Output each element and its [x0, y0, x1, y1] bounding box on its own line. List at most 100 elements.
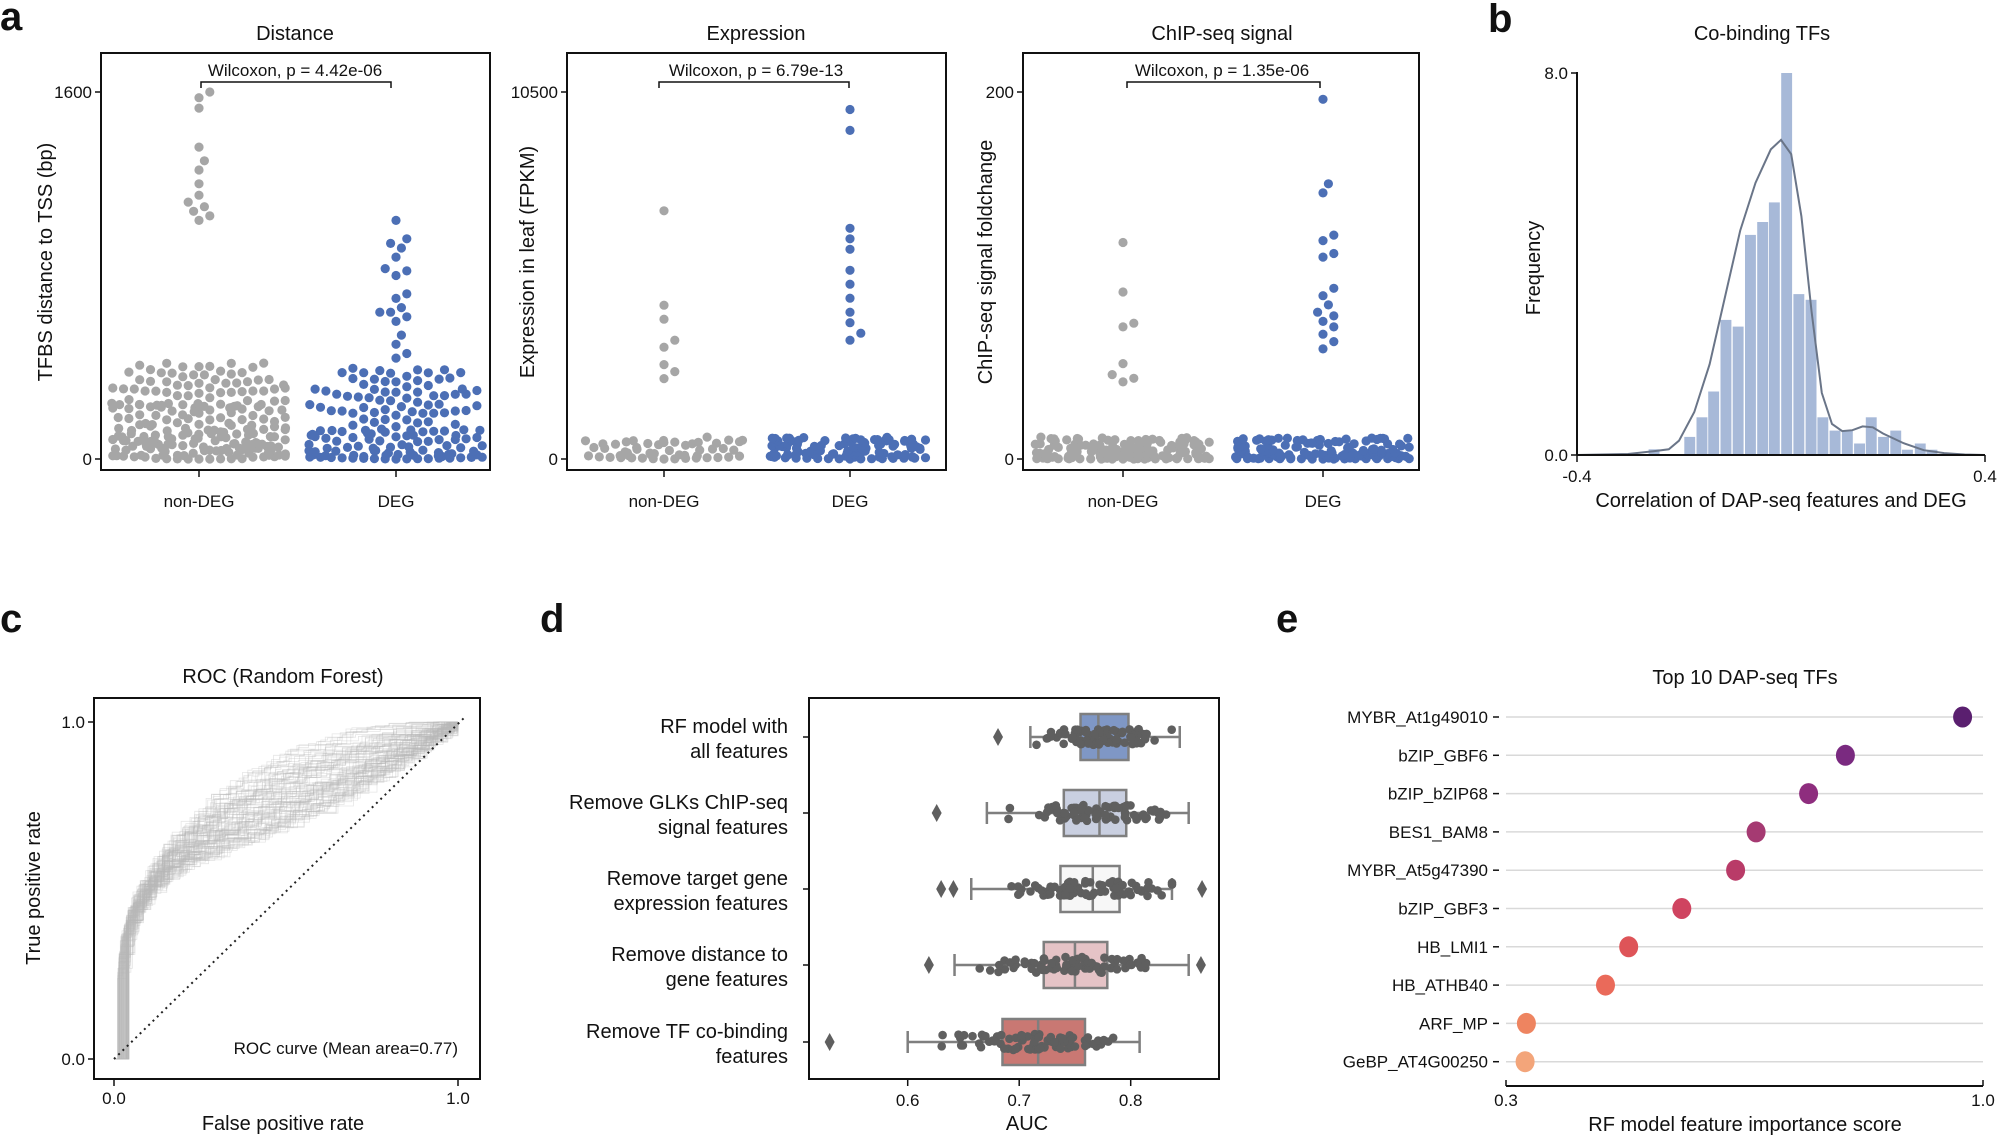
histogram-bar [1708, 391, 1720, 455]
strip-point [994, 960, 1004, 970]
swarm-point-deg [439, 426, 450, 436]
x-ticks: 0.6 0.7 0.8 [896, 1079, 1143, 1110]
wilcoxon-annotation: Wilcoxon, p = 4.42e-06 [208, 61, 382, 80]
swarm-point-deg [799, 433, 809, 443]
swarm-point-deg [406, 425, 416, 435]
histogram-bar [1648, 449, 1660, 455]
swarm-point-non-deg [216, 366, 226, 376]
swarm-point-deg [856, 328, 866, 338]
swarm-point-deg [1329, 322, 1339, 332]
swarm-point-deg [1315, 434, 1325, 445]
strip-point [1081, 889, 1091, 898]
strip-point [1161, 810, 1171, 819]
swarm-point-deg [386, 396, 396, 406]
category-label: features [716, 1046, 788, 1068]
roc-curve [114, 722, 459, 1060]
swarm-point-deg [396, 402, 406, 412]
swarm-point-non-deg [135, 375, 145, 385]
swarm-point-non-deg [216, 454, 226, 464]
lollipop-row: bZIP_GBF3 [1398, 898, 1983, 919]
panel-letter-e: e [1276, 597, 1298, 641]
strip-point [1111, 883, 1121, 893]
swarm-point-non-deg [589, 442, 599, 453]
strip-point [1121, 810, 1130, 819]
swarm-point-deg [1358, 445, 1368, 456]
swarm-point-deg [908, 452, 918, 462]
swarm-point-non-deg [659, 342, 669, 352]
swarm-point-non-deg [172, 391, 182, 401]
importance-dot [1799, 783, 1819, 805]
importance-dot [1726, 859, 1746, 881]
swarm-point-deg [396, 330, 406, 340]
swarm-point-deg [423, 454, 433, 464]
x-tick-label: 0.0 [102, 1089, 126, 1108]
x-axis-label: RF model feature importance score [1588, 1114, 1901, 1135]
swarm-point-non-deg [693, 437, 703, 447]
strip-point [1026, 887, 1035, 896]
swarm-point-deg [1330, 436, 1340, 447]
swarm-point-deg [322, 443, 332, 453]
swarm-point-deg [1367, 433, 1377, 443]
roc-curve [114, 721, 458, 1060]
boxplot-row [824, 1017, 1141, 1067]
swarm-point-non-deg [183, 197, 193, 207]
swarm-point-deg [434, 435, 444, 445]
swarm-point-non-deg [167, 406, 177, 416]
swarm-point-non-deg [237, 415, 247, 425]
swarm-point-non-deg [724, 452, 734, 462]
swarm-point-deg [391, 270, 401, 281]
swarm-point-non-deg [178, 441, 188, 451]
roc-curve [114, 721, 458, 1060]
swarm-point-non-deg [226, 369, 236, 379]
swarm-point-deg [310, 384, 320, 394]
swarm-point-non-deg [216, 413, 226, 423]
swarm-point-deg [337, 453, 347, 463]
swarm-point-deg [413, 397, 423, 407]
strip-point [1090, 729, 1099, 739]
swarm-point-deg [385, 442, 396, 452]
swarm-point-deg [413, 365, 423, 375]
swarm-point-non-deg [205, 454, 215, 464]
roc-curve [114, 721, 458, 1060]
swarm-point-deg [1329, 311, 1339, 321]
x-tick-label: DEG [832, 492, 869, 511]
swarm-point-deg [1329, 337, 1339, 347]
swarm-point-non-deg [199, 156, 209, 166]
strip-point [1081, 1041, 1090, 1051]
strip-point [1132, 815, 1141, 824]
swarm-point-deg [315, 402, 326, 412]
swarm-point-non-deg [269, 416, 280, 427]
swarm-point-deg [1318, 316, 1328, 326]
strip-point [1109, 725, 1119, 735]
swarm-point-non-deg [134, 399, 144, 410]
roc-curve [114, 721, 458, 1060]
tf-label: HB_ATHB40 [1392, 976, 1488, 995]
swarm-point-deg [386, 238, 396, 248]
swarm-point-deg [423, 400, 433, 410]
swarm-point-deg [348, 408, 358, 418]
wilcoxon-annotation: Wilcoxon, p = 6.79e-13 [669, 61, 843, 80]
swarm-point-non-deg [162, 426, 172, 436]
swarm-point-non-deg [230, 439, 240, 449]
outlier-marker [1197, 880, 1208, 898]
swarm-point-non-deg [605, 452, 615, 462]
swarm-point-non-deg [280, 395, 290, 406]
swarm-point-deg [380, 264, 390, 274]
swarm-point-non-deg [1118, 287, 1128, 297]
swarm-point-non-deg [1189, 436, 1199, 446]
swarm-point-deg [391, 432, 401, 442]
swarm-point-non-deg [280, 423, 291, 433]
histogram-bar [1720, 319, 1732, 455]
swarm-point-deg [1238, 434, 1248, 444]
swarm-point-deg [450, 419, 460, 429]
swarm-point-deg [439, 365, 450, 375]
strip-point [1068, 956, 1077, 965]
swarm-point-non-deg [194, 419, 204, 429]
swarm-point-deg [820, 436, 830, 446]
swarm-point-deg [456, 453, 466, 463]
swarm-point-non-deg [194, 179, 204, 189]
strip-point [954, 1030, 963, 1039]
swarm-point-deg [369, 417, 379, 427]
roc-curve [114, 722, 459, 1060]
